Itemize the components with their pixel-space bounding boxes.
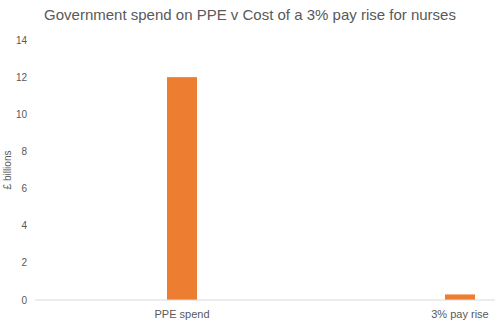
- chart-container: Government spend on PPE v Cost of a 3% p…: [0, 0, 500, 333]
- y-tick-label: 12: [16, 72, 28, 83]
- y-tick-label: 10: [16, 109, 28, 120]
- x-tick-label: PPE spend: [154, 308, 209, 320]
- y-axis-label: £ billions: [2, 151, 13, 190]
- bars: [167, 77, 475, 300]
- y-tick-label: 8: [21, 146, 27, 157]
- chart-svg: Government spend on PPE v Cost of a 3% p…: [0, 0, 500, 333]
- y-tick-label: 0: [21, 295, 27, 306]
- page: Government spend on PPE v Cost of a 3% p…: [0, 0, 500, 333]
- bar: [445, 294, 475, 300]
- bar: [167, 77, 197, 300]
- chart-title: Government spend on PPE v Cost of a 3% p…: [44, 6, 456, 23]
- y-tick-label: 4: [21, 220, 27, 231]
- x-axis-line: [35, 300, 495, 301]
- y-tick-label: 14: [16, 35, 28, 46]
- y-tick-label: 6: [21, 183, 27, 194]
- x-tick-label: 3% pay rise: [431, 308, 488, 320]
- y-tick-label: 2: [21, 257, 27, 268]
